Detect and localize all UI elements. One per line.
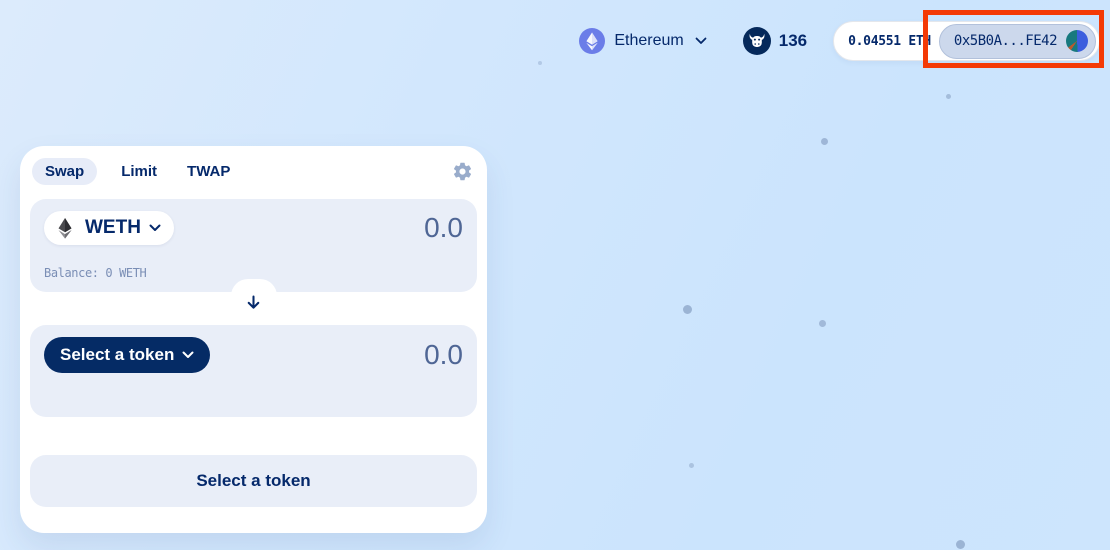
sell-token-selector[interactable]: WETH: [44, 211, 174, 245]
sell-balance-label: Balance: 0 WETH: [44, 266, 147, 280]
network-label: Ethereum: [614, 32, 684, 49]
cow-credits-counter[interactable]: 136: [742, 27, 808, 55]
network-selector[interactable]: Ethereum: [579, 28, 707, 54]
cow-credits-count: 136: [778, 31, 808, 50]
chevron-down-icon: [149, 224, 161, 232]
buy-token-selector-label: Select a token: [60, 345, 175, 364]
sell-amount-input[interactable]: [313, 212, 463, 244]
native-balance: 0.04551 ETH: [848, 33, 931, 49]
wallet-avatar: [1066, 30, 1088, 52]
buy-token-panel: Select a token: [30, 325, 477, 417]
arrow-down-icon: [244, 293, 263, 312]
wallet-address: 0x5B0A...FE42: [953, 33, 1058, 49]
tab-limit[interactable]: Limit: [115, 158, 163, 185]
header: Ethereum 136 0.04551 ET: [0, 0, 1110, 82]
tab-twap[interactable]: TWAP: [181, 158, 236, 185]
sell-token-symbol: WETH: [85, 217, 141, 238]
select-token-action-button[interactable]: Select a token: [30, 455, 477, 507]
settings-button[interactable]: [452, 161, 473, 182]
sell-token-panel: WETH Balance: 0 WETH: [30, 199, 477, 292]
chevron-down-icon: [695, 37, 707, 45]
ethereum-icon: [579, 28, 606, 54]
background-dot: [538, 61, 542, 65]
cow-icon: [742, 27, 771, 55]
background-dot: [689, 463, 694, 468]
background-dot: [956, 540, 965, 549]
chevron-down-icon: [182, 351, 194, 359]
background-dot: [821, 138, 828, 145]
weth-diamond-icon: [53, 216, 77, 240]
trade-tabs: Swap Limit TWAP: [32, 158, 473, 185]
swap-direction-button[interactable]: [234, 283, 273, 321]
gear-icon: [452, 161, 473, 182]
background-dot: [946, 94, 951, 99]
buy-token-selector[interactable]: Select a token: [44, 337, 211, 373]
wallet-button[interactable]: 0.04551 ETH 0x5B0A...FE42: [833, 21, 1100, 61]
wallet-address-button[interactable]: 0x5B0A...FE42: [938, 23, 1096, 59]
buy-amount-input[interactable]: [313, 339, 463, 371]
background-dot: [819, 320, 826, 327]
background-dot: [683, 305, 692, 314]
swap-card: Swap Limit TWAP: [20, 146, 487, 533]
tab-swap[interactable]: Swap: [32, 158, 98, 185]
